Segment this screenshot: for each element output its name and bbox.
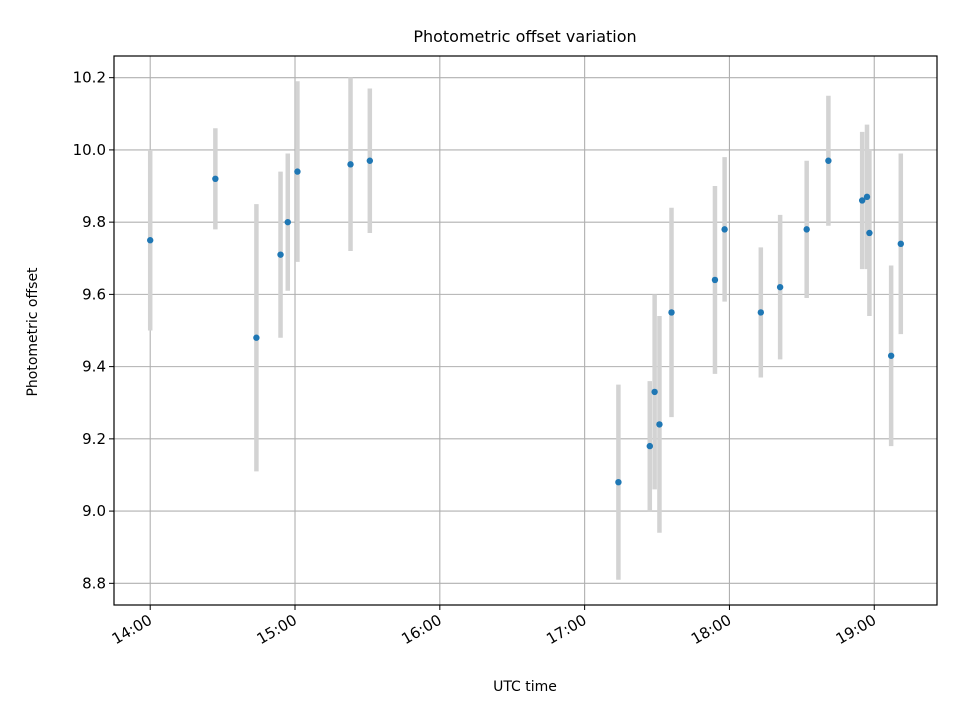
- y-tick-label: 9.6: [82, 285, 106, 303]
- data-point: [651, 388, 658, 396]
- data-point: [825, 157, 832, 164]
- y-axis-label: Photometric offset: [25, 267, 41, 397]
- data-point: [615, 478, 622, 486]
- plot-frame: [113, 55, 938, 606]
- y-tick-label: 9.2: [82, 430, 106, 448]
- data-point: [294, 168, 301, 175]
- y-tick-label: 10.0: [73, 141, 106, 159]
- data-point: [711, 276, 719, 284]
- data-point: [866, 229, 873, 237]
- data-points: [147, 157, 904, 486]
- data-point: [776, 283, 784, 291]
- data-point: [897, 240, 904, 248]
- y-tick-label: 9.8: [82, 213, 106, 231]
- data-point: [147, 237, 154, 244]
- y-tick-label: 9.0: [82, 502, 106, 520]
- data-point: [277, 251, 284, 258]
- data-point: [668, 309, 675, 316]
- data-point: [757, 309, 765, 316]
- data-point: [347, 161, 354, 168]
- chart-title: Photometric offset variation: [413, 27, 636, 46]
- y-axis-ticks: 8.8 9.0 9.2 9.4 9.6 9.8 10.0 10.2: [73, 69, 114, 592]
- data-point: [887, 352, 895, 359]
- data-point: [863, 193, 871, 201]
- data-point: [284, 218, 291, 226]
- x-axis-label: UTC time: [493, 679, 557, 695]
- data-point: [212, 175, 219, 183]
- data-point: [646, 442, 653, 450]
- data-point: [253, 334, 260, 341]
- data-point: [721, 226, 728, 233]
- y-tick-label: 9.4: [82, 358, 106, 376]
- data-point: [656, 421, 663, 428]
- y-tick-label: 8.8: [82, 574, 106, 592]
- y-tick-label: 10.2: [73, 69, 106, 87]
- data-point: [803, 226, 810, 233]
- data-point: [858, 197, 866, 204]
- data-point: [366, 157, 374, 164]
- grid: [114, 56, 937, 605]
